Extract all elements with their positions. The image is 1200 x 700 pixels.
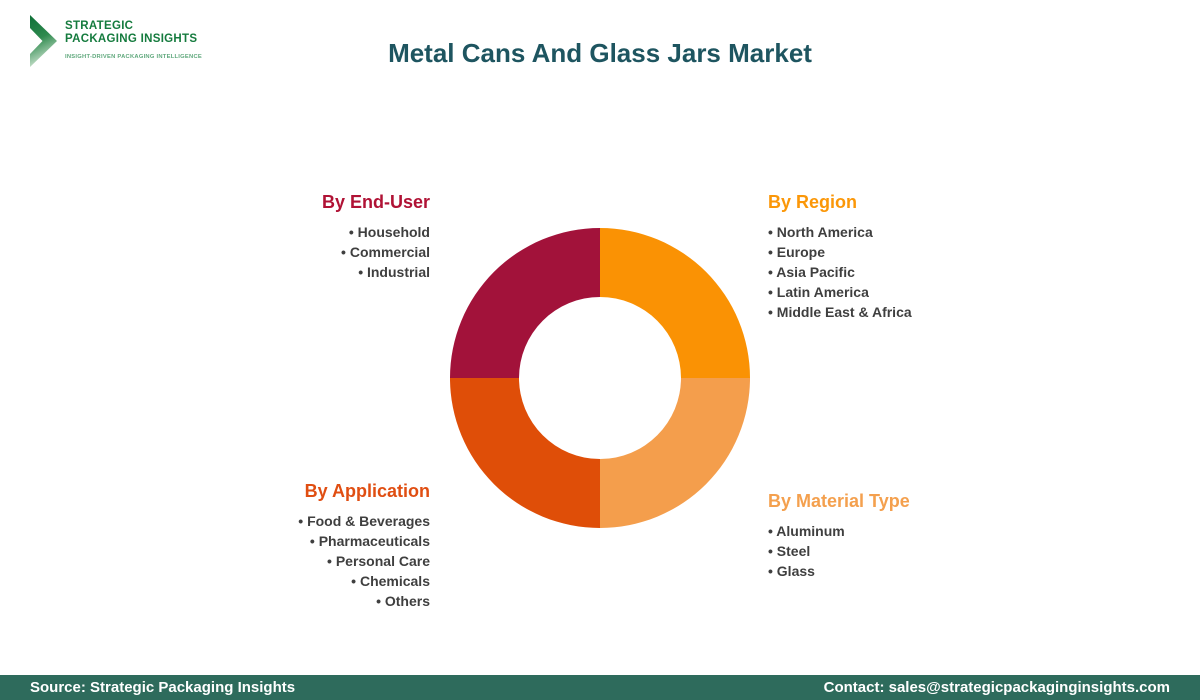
list-item: Glass <box>768 561 910 581</box>
donut-slice-by-region <box>600 228 750 378</box>
logo-tagline: INSIGHT-DRIVEN PACKAGING INTELLIGENCE <box>65 54 203 60</box>
list-item: Europe <box>768 242 912 262</box>
section-by-application: By Application Food & BeveragesPharmaceu… <box>298 481 430 611</box>
section-heading-material-type: By Material Type <box>768 491 910 511</box>
end-user-list: HouseholdCommercialIndustrial <box>322 222 430 282</box>
footer-source-text: Source: Strategic Packaging Insights <box>30 679 296 696</box>
section-heading-end-user: By End-User <box>321 192 430 212</box>
list-item: Asia Pacific <box>768 262 912 282</box>
list-item: Personal Care <box>298 551 430 571</box>
section-heading-application: By Application <box>304 481 430 501</box>
section-by-region: By Region North AmericaEuropeAsia Pacifi… <box>768 192 912 322</box>
page-title: Metal Cans And Glass Jars Market <box>388 38 812 69</box>
list-item: Steel <box>768 541 910 561</box>
region-list: North AmericaEuropeAsia PacificLatin Ame… <box>768 222 912 322</box>
list-item: Latin America <box>768 282 912 302</box>
donut-slice-by-end-user <box>450 228 600 378</box>
donut-slice-by-material-type <box>600 378 750 528</box>
donut-slice-by-application <box>450 378 600 528</box>
list-item: Aluminum <box>768 521 910 541</box>
company-logo: STRATEGIC PACKAGING INSIGHTS INSIGHT-DRI… <box>30 15 202 67</box>
donut-chart <box>450 228 750 528</box>
logo-line-2: PACKAGING INSIGHTS <box>65 33 198 45</box>
section-heading-region: By Region <box>768 192 858 212</box>
section-by-end-user: By End-User HouseholdCommercialIndustria… <box>322 192 430 282</box>
list-item: Middle East & Africa <box>768 302 912 322</box>
list-item: Food & Beverages <box>298 511 430 531</box>
logo-text: STRATEGIC PACKAGING INSIGHTS INSIGHT-DRI… <box>65 15 202 60</box>
list-item: Commercial <box>322 242 430 262</box>
logo-line-1: STRATEGIC <box>65 20 134 32</box>
application-list: Food & BeveragesPharmaceuticalsPersonal … <box>298 511 430 611</box>
list-item: Household <box>322 222 430 242</box>
footer-contact-text: Contact: sales@strategicpackaginginsight… <box>823 679 1170 696</box>
list-item: Others <box>298 591 430 611</box>
chevron-logo-icon <box>30 15 57 67</box>
list-item: Industrial <box>322 262 430 282</box>
list-item: Chemicals <box>298 571 430 591</box>
material-type-list: AluminumSteelGlass <box>768 521 910 581</box>
list-item: North America <box>768 222 912 242</box>
section-by-material-type: By Material Type AluminumSteelGlass <box>768 491 910 581</box>
footer-bar: Source: Strategic Packaging Insights Con… <box>0 675 1200 700</box>
list-item: Pharmaceuticals <box>298 531 430 551</box>
